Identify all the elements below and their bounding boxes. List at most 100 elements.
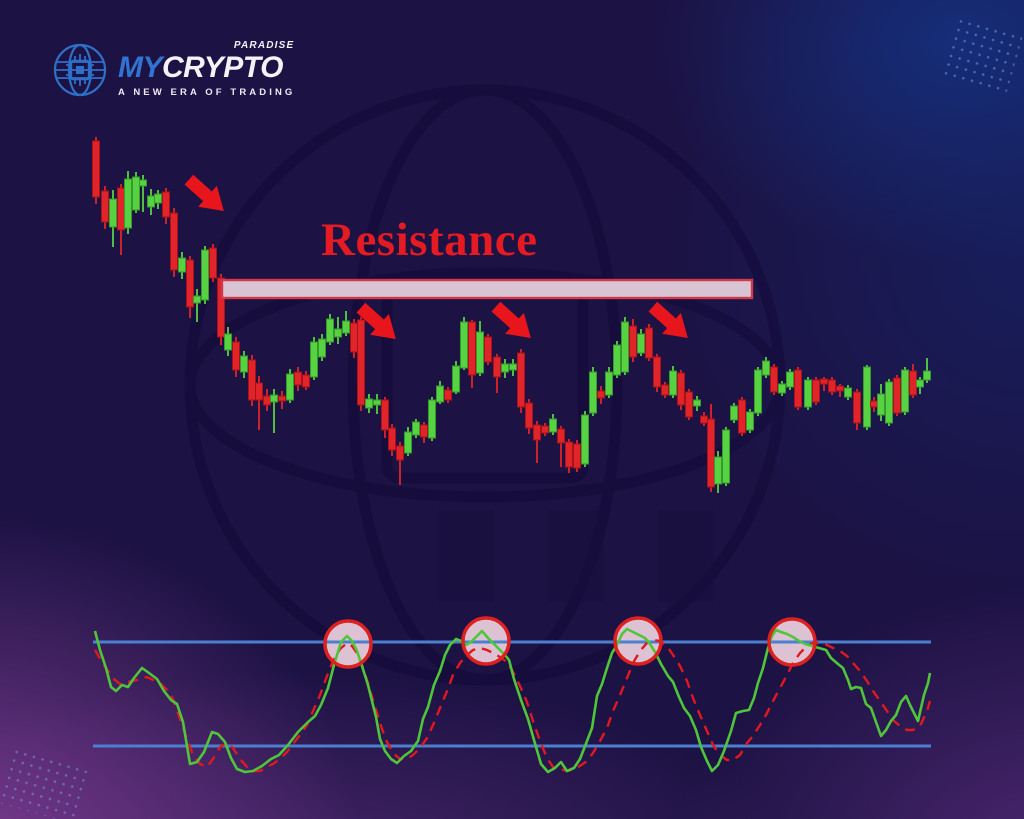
candle-body	[863, 366, 871, 428]
candle-body	[476, 331, 484, 374]
candle-body	[549, 418, 557, 433]
candle-body	[509, 363, 517, 371]
candle-body	[294, 371, 302, 386]
brand-name: MYCRYPTO	[118, 50, 295, 84]
brand-tagline: A NEW ERA OF TRADING	[118, 86, 296, 98]
down-right-arrow-icon	[648, 301, 688, 339]
candle-body	[820, 378, 828, 385]
stochastic-k-line	[93, 627, 932, 774]
candle-body	[828, 379, 836, 393]
candle-body	[581, 414, 589, 465]
candle-body	[589, 371, 597, 414]
candle-body	[637, 333, 645, 354]
candle-body	[263, 395, 271, 406]
brand-superscript: PARADISE	[233, 39, 295, 51]
candle-body	[501, 363, 509, 373]
candle-body	[853, 391, 861, 424]
candle-body	[517, 352, 525, 408]
candle-body	[573, 443, 581, 469]
brand-name-suffix: CRYPTO	[162, 50, 283, 84]
candle-body	[794, 369, 802, 408]
candle-body	[147, 195, 155, 208]
candle-body	[178, 257, 186, 273]
candle-body	[685, 391, 693, 418]
candle-body	[436, 385, 444, 403]
candle-body	[404, 431, 412, 454]
candle-body	[381, 399, 389, 431]
candle-body	[201, 249, 209, 301]
candle-body	[248, 359, 256, 401]
candle-body	[154, 193, 162, 204]
candle-body	[613, 344, 621, 376]
candle-body	[350, 322, 358, 353]
candle-body	[923, 370, 931, 381]
candle-body	[901, 369, 909, 413]
candle-body	[714, 456, 722, 485]
globe-chip-icon	[53, 43, 107, 97]
candle-body	[193, 295, 201, 304]
candle-body	[365, 398, 373, 409]
candle-body	[916, 379, 924, 388]
overbought-touch-circle-border	[461, 616, 511, 666]
candle-body	[373, 399, 381, 406]
candle-body	[909, 370, 917, 396]
candle-body	[460, 321, 468, 369]
candle-body	[844, 387, 852, 398]
candle-body	[92, 140, 100, 198]
candle-body	[533, 424, 541, 441]
candle-body	[885, 381, 893, 424]
candle-body	[669, 370, 677, 396]
brand-name-prefix: MY	[118, 50, 163, 84]
candle-body	[326, 318, 334, 343]
candle-body	[605, 371, 613, 396]
candle-body	[444, 389, 452, 401]
candle-body	[334, 328, 342, 338]
candle-body	[877, 393, 885, 416]
candle-body	[270, 394, 278, 403]
candle-body	[428, 399, 436, 439]
overbought-touch-circle-border	[613, 616, 663, 666]
candle-body	[420, 424, 428, 438]
candle-body	[101, 190, 109, 223]
candle-body	[677, 372, 685, 406]
candle-body	[357, 319, 365, 406]
candle-body	[541, 425, 549, 434]
candle-body	[170, 212, 178, 271]
resistance-label: Resistance	[321, 214, 538, 266]
candle-body	[310, 341, 318, 378]
candle-body	[412, 421, 420, 436]
candle-body	[786, 371, 794, 388]
candle-body	[388, 427, 396, 451]
candle-body	[278, 395, 286, 402]
candle-body	[653, 356, 661, 388]
candle-body	[597, 390, 605, 399]
candle-body	[217, 277, 225, 338]
candle-body	[139, 179, 147, 187]
candle-body	[557, 428, 565, 444]
candle-body	[700, 415, 708, 424]
candle-body	[318, 338, 326, 358]
candle-body	[186, 259, 194, 308]
candle-body	[693, 399, 701, 407]
down-right-arrow-icon	[491, 301, 531, 339]
candle-body	[770, 366, 778, 393]
candle-body	[778, 383, 786, 394]
candle-body	[804, 379, 812, 408]
candle-body	[209, 247, 217, 279]
candle-body	[645, 327, 653, 359]
brand-logo: PARADISE MYCRYPTO A NEW ERA OF TRADING	[52, 39, 296, 98]
candle-body	[746, 411, 754, 431]
candle-body	[836, 385, 844, 392]
candle-body	[484, 336, 492, 363]
candle-body	[286, 373, 294, 401]
candle-body	[661, 384, 669, 396]
candle-body	[621, 321, 629, 373]
candle-body	[468, 321, 476, 376]
candle-body	[396, 445, 404, 461]
candle-body	[132, 176, 140, 211]
candle-body	[565, 441, 573, 468]
overbought-touch-circle-border	[767, 617, 817, 667]
candle-body	[722, 429, 730, 484]
candle-body	[738, 399, 746, 434]
